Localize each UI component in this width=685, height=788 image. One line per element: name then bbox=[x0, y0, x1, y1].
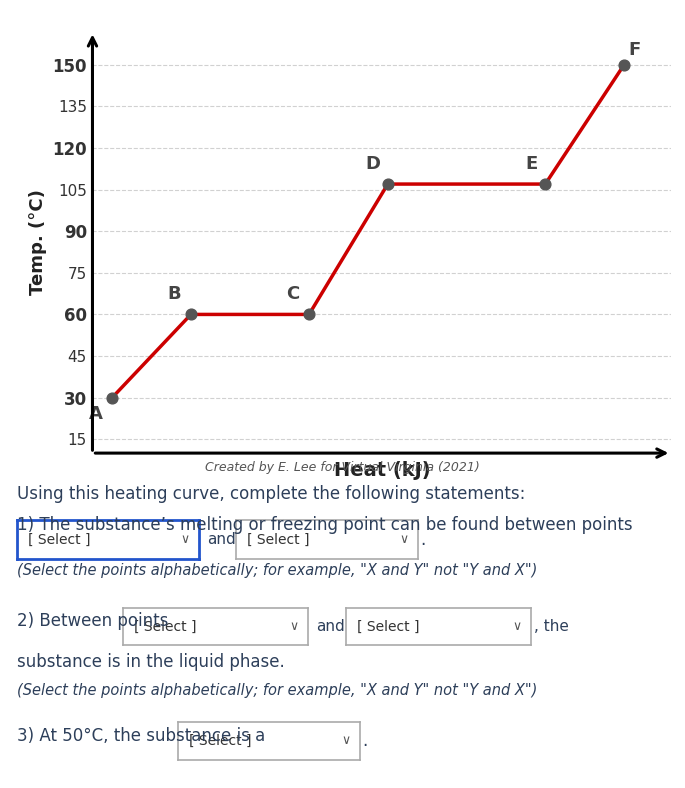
Text: ∨: ∨ bbox=[399, 533, 409, 546]
Text: [ Select ]: [ Select ] bbox=[357, 619, 419, 634]
Text: [ Select ]: [ Select ] bbox=[134, 619, 197, 634]
Text: substance is in the liquid phase.: substance is in the liquid phase. bbox=[17, 653, 285, 671]
Text: (Select the points alphabetically; for example, "X and Y" not "Y and X"): (Select the points alphabetically; for e… bbox=[17, 683, 538, 698]
X-axis label: Heat (kJ): Heat (kJ) bbox=[334, 462, 430, 481]
Text: and: and bbox=[316, 619, 345, 634]
Point bbox=[540, 178, 551, 191]
Text: Created by E. Lee for Virtual Virginia (2021): Created by E. Lee for Virtual Virginia (… bbox=[205, 461, 480, 474]
Point bbox=[303, 308, 314, 321]
Text: ∨: ∨ bbox=[180, 533, 190, 546]
Point bbox=[382, 178, 393, 191]
Text: .: . bbox=[362, 732, 368, 749]
Text: 3) At 50°C, the substance is a: 3) At 50°C, the substance is a bbox=[17, 727, 265, 745]
Text: 1) The substance’s melting or freezing point can be found between points: 1) The substance’s melting or freezing p… bbox=[17, 516, 633, 534]
Point bbox=[186, 308, 197, 321]
Text: and: and bbox=[207, 532, 236, 548]
Text: ∨: ∨ bbox=[341, 734, 351, 747]
Text: A: A bbox=[89, 404, 103, 422]
Text: , the: , the bbox=[534, 619, 569, 634]
Text: .: . bbox=[421, 531, 426, 548]
Y-axis label: Temp. (°C): Temp. (°C) bbox=[29, 189, 47, 296]
Text: Using this heating curve, complete the following statements:: Using this heating curve, complete the f… bbox=[17, 485, 525, 503]
Text: ∨: ∨ bbox=[512, 620, 522, 633]
Point bbox=[107, 392, 118, 404]
Text: 2) Between points: 2) Between points bbox=[17, 612, 169, 630]
Text: [ Select ]: [ Select ] bbox=[28, 533, 90, 547]
Point bbox=[619, 58, 630, 71]
Text: (Select the points alphabetically; for example, "X and Y" not "Y and X"): (Select the points alphabetically; for e… bbox=[17, 563, 538, 578]
Text: C: C bbox=[286, 285, 299, 303]
Text: B: B bbox=[168, 285, 182, 303]
Text: D: D bbox=[365, 155, 380, 173]
Text: [ Select ]: [ Select ] bbox=[247, 533, 310, 547]
Text: F: F bbox=[629, 41, 641, 59]
Text: [ Select ]: [ Select ] bbox=[189, 734, 251, 748]
Text: ∨: ∨ bbox=[290, 620, 299, 633]
Text: E: E bbox=[525, 155, 538, 173]
